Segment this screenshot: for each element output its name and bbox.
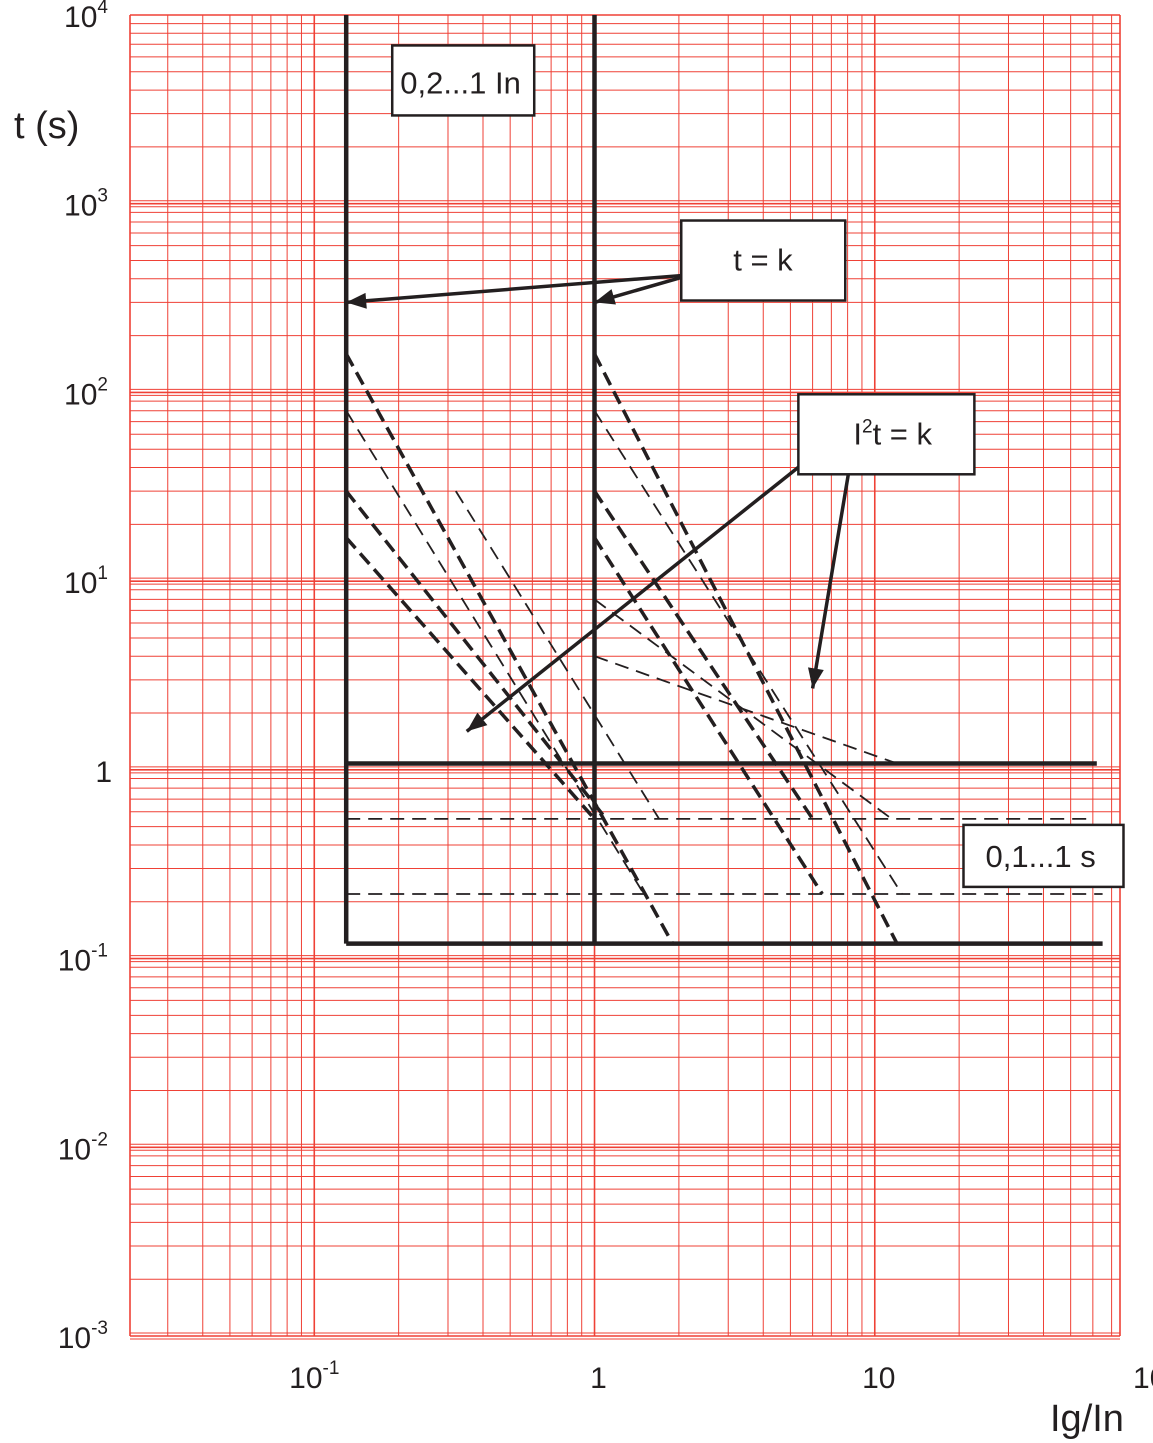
series-line: [592, 353, 899, 945]
annotation-label-rest: t = k: [873, 416, 933, 451]
tick-exponent: 3: [97, 186, 108, 207]
tick-exponent: 1: [97, 563, 108, 584]
annotation-label: 0,2...1 In: [400, 65, 521, 100]
y-tick-label: 104: [64, 0, 108, 34]
y-tick-label: 102: [64, 374, 108, 411]
tick-exponent: 2: [97, 374, 108, 395]
y-tick-label: 101: [64, 563, 108, 600]
y-tick-label: 1: [95, 756, 112, 789]
series-line: [594, 655, 898, 765]
y-tick-label: 103: [64, 186, 108, 223]
series-line: [344, 490, 608, 820]
x-axis-title: Ig/In: [1050, 1398, 1124, 1440]
annotation-box: [797, 393, 976, 476]
tick-exponent: -2: [91, 1129, 108, 1150]
series-line: [593, 490, 815, 820]
annotation-label: I2t = k: [853, 416, 932, 451]
series-line: [344, 353, 675, 945]
series-line: [345, 410, 645, 895]
y-axis-title: t (s): [14, 105, 79, 147]
arrow-line: [810, 434, 857, 689]
arrow-head: [466, 712, 488, 732]
x-tick-label: 1: [590, 1362, 607, 1395]
x-tick-label: 10-1: [289, 1358, 339, 1395]
arrow-head: [807, 667, 824, 689]
tick-exponent: 4: [97, 0, 108, 18]
arrow-head: [346, 292, 367, 309]
annotation-superscript: 2: [862, 416, 873, 437]
annotation-box: [962, 823, 1125, 889]
chart-grid: [129, 14, 1121, 1340]
annotation-box: [679, 219, 847, 302]
y-tick-label: 10-1: [58, 941, 108, 978]
y-tick-label: 10-2: [58, 1129, 108, 1166]
x-tick-labels: 10-1 1 10 102: [289, 1358, 1153, 1395]
y-tick-label: 10-3: [58, 1318, 108, 1355]
annotation-label: t = k: [733, 243, 793, 278]
x-tick-label: 102: [1133, 1358, 1153, 1395]
x-tick-label: 10: [862, 1362, 895, 1395]
tick-exponent: -1: [91, 941, 108, 962]
chart-series-layer: [343, 15, 1103, 946]
tick-exponent: -1: [323, 1358, 340, 1379]
series-line: [455, 490, 660, 820]
annotation-arrows: [346, 273, 857, 733]
annotation-box: [390, 44, 536, 117]
arrow-head: [594, 289, 616, 305]
series-line: [593, 410, 903, 895]
series-line: [593, 536, 824, 895]
tick-exponent: -3: [91, 1318, 108, 1339]
arrow-line: [465, 432, 841, 733]
arrow-line: [346, 273, 691, 305]
annotation-label: 0,1...1 s: [985, 839, 1095, 874]
